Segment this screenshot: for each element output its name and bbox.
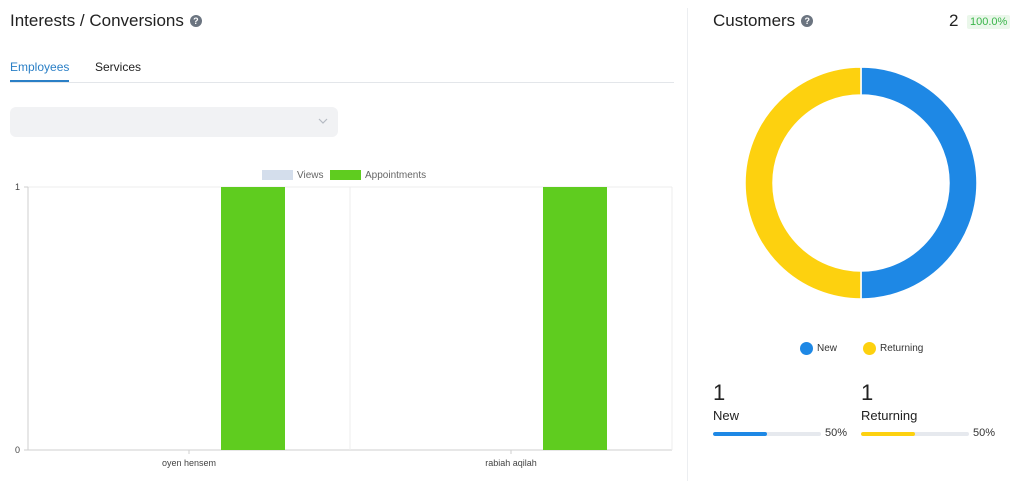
interests-title-text: Interests / Conversions — [10, 11, 184, 30]
legend-item-new[interactable]: New — [800, 342, 837, 355]
stat-new-progress-fill — [713, 432, 767, 436]
stat-new: 1 New 50% — [713, 382, 848, 441]
customers-title: Customers ? — [713, 11, 814, 31]
customers-title-text: Customers — [713, 11, 796, 30]
legend-swatch-views — [262, 170, 293, 180]
legend-new-label: New — [817, 343, 838, 354]
x-tick-label: oyen hensem — [162, 458, 216, 468]
stat-new-count: 1 — [713, 380, 726, 405]
help-icon[interactable]: ? — [801, 15, 814, 27]
legend-returning-dot — [863, 342, 876, 355]
donut-slice-new — [860, 66, 978, 300]
legend-new-dot — [800, 342, 813, 355]
donut-slice-returning — [744, 66, 862, 300]
legend-label-views: Views — [297, 170, 324, 181]
stat-new-label: New — [713, 408, 740, 423]
legend-item-returning[interactable]: Returning — [863, 342, 923, 355]
stat-returning-progress — [861, 432, 969, 436]
chevron-down-icon — [318, 118, 328, 124]
x-tick-label: rabiah aqilah — [485, 458, 537, 468]
help-icon[interactable]: ? — [189, 15, 202, 27]
legend-item-appointments: Appointments — [330, 170, 426, 181]
stat-returning-progress-fill — [861, 432, 915, 436]
stat-returning-label: Returning — [861, 408, 918, 423]
customers-total: 2 — [949, 11, 959, 30]
legend-returning-label: Returning — [880, 343, 924, 354]
employee-select[interactable] — [10, 107, 338, 137]
stat-new-percent: 50% — [825, 427, 848, 439]
interests-title: Interests / Conversions ? — [10, 11, 202, 31]
customers-panel: Customers ? 2 100.0% New Returning 1 New… — [688, 0, 1024, 481]
customers-percent-badge: 100.0% — [967, 15, 1011, 29]
y-tick-label: 0 — [15, 445, 20, 455]
legend-swatch-appointments — [330, 170, 361, 180]
tab-services[interactable]: Services — [95, 60, 142, 74]
tab-employees[interactable]: Employees — [10, 60, 70, 82]
stat-returning-count: 1 — [861, 380, 874, 405]
legend-item-views: Views — [262, 170, 324, 181]
y-tick-label: 1 — [15, 182, 20, 192]
legend-label-appointments: Appointments — [365, 170, 426, 181]
interests-bar-chart: Views Appointments 0 1 oyen hensem rabiah aqi… — [0, 160, 688, 480]
stat-returning: 1 Returning 50% — [861, 382, 996, 441]
stat-new-progress — [713, 432, 821, 436]
stat-returning-percent: 50% — [973, 427, 996, 439]
customers-donut-chart — [744, 66, 978, 300]
interests-conversions-panel: Interests / Conversions ? Employees Serv… — [0, 11, 688, 480]
donut-legend: New Returning — [688, 342, 1024, 358]
panel-divider — [687, 8, 688, 481]
bar-chart-svg: Views Appointments 0 1 oyen hensem rabiah aqi… — [15, 170, 673, 468]
bar-appointments-rabiah-aqilah — [543, 187, 607, 450]
tab-bar: Employees Services — [10, 56, 674, 83]
bar-appointments-oyen-hensem — [221, 187, 285, 450]
